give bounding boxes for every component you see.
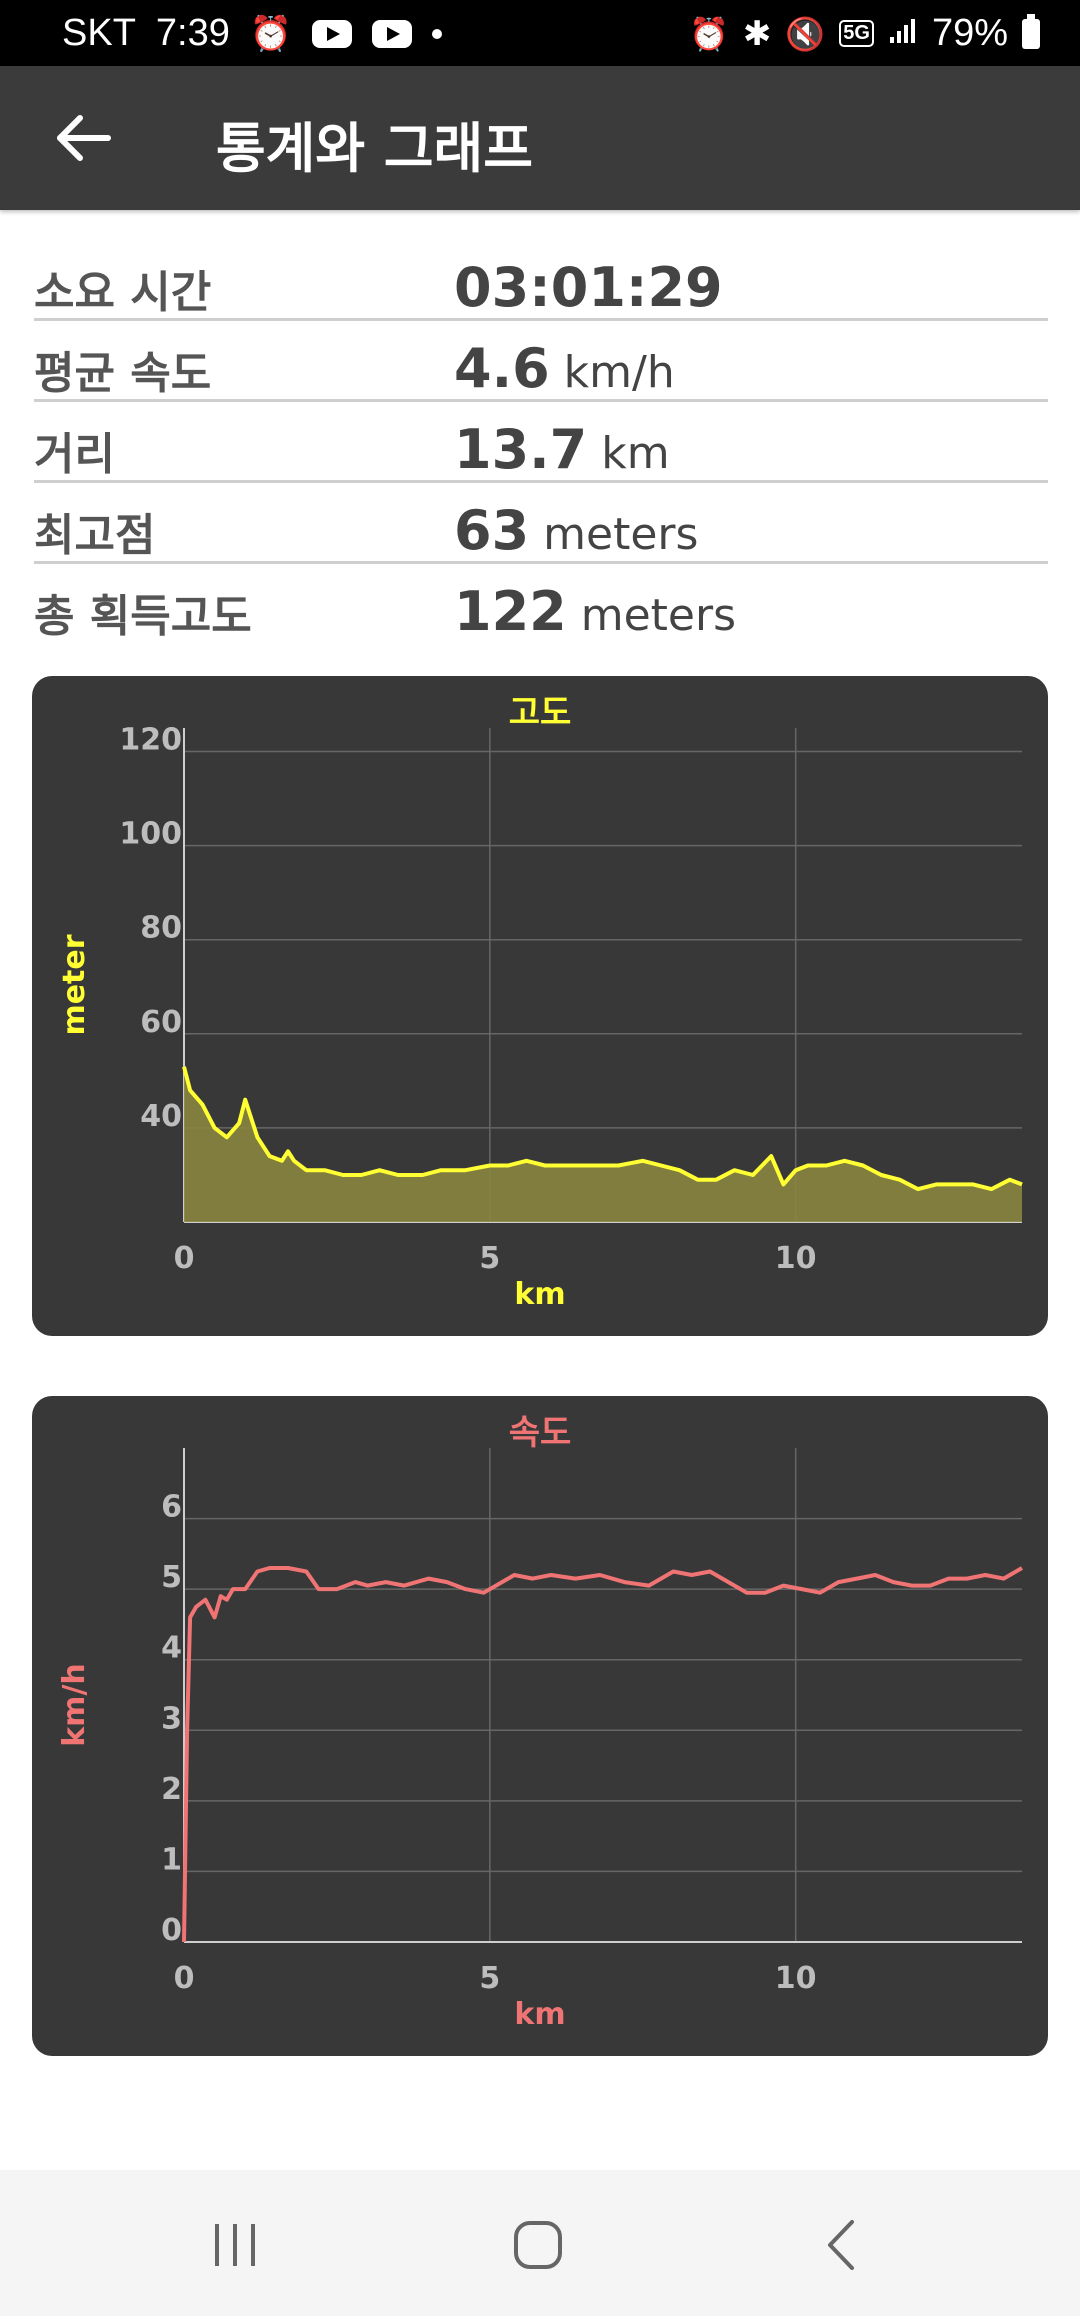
stat-value: 63 meters <box>454 499 699 562</box>
stat-row-distance: 거리 13.7 km <box>34 402 1048 483</box>
x-axis-label: km <box>514 1277 565 1312</box>
youtube-icon <box>312 19 353 48</box>
navigation-bar <box>0 2170 1080 2316</box>
stat-label: 총 획득고도 <box>34 591 252 642</box>
alarm-icon: ⏰ <box>249 14 293 53</box>
y-tick-label: 5 <box>161 1560 182 1595</box>
stat-unit: meters <box>580 590 737 641</box>
y-tick-label: 120 <box>119 723 182 758</box>
chart-title: 고도 <box>509 693 572 733</box>
clock: 7:39 <box>155 12 230 54</box>
stat-row-elevation-gain: 총 획득고도 122 meters <box>34 564 1048 645</box>
y-tick-label: 80 <box>140 911 182 946</box>
carrier-label: SKT <box>62 12 136 54</box>
recent-apps-button[interactable] <box>195 2210 275 2280</box>
alarm-status-icon: ⏰ <box>689 15 729 52</box>
stat-row-max-altitude: 최고점 63 meters <box>34 483 1048 564</box>
x-tick-label: 0 <box>174 1241 195 1276</box>
altitude-series-line <box>182 1066 1023 1192</box>
stat-label: 최고점 <box>34 510 156 561</box>
battery-percent: 79% <box>931 12 1008 54</box>
notification-dot-icon <box>432 28 443 39</box>
stat-label: 소요 시간 <box>34 267 212 318</box>
x-tick-label: 5 <box>479 1961 500 1996</box>
status-bar: SKT 7:39 ⏰ ⏰ ✱ 🔇 5G 79% <box>0 0 1080 66</box>
back-nav-button[interactable] <box>800 2210 880 2280</box>
stat-value: 03:01:29 <box>454 256 723 319</box>
y-tick-label: 60 <box>140 1005 182 1040</box>
x-tick-label: 10 <box>775 1241 817 1276</box>
y-tick-label: 2 <box>161 1772 182 1807</box>
chevron-left-icon <box>828 2220 854 2270</box>
y-tick-label: 1 <box>161 1842 182 1877</box>
speed-chart-svg: 0 5 10 0 1 2 3 4 5 6 속도 km km/h <box>57 1413 1023 2032</box>
y-axis-label: km/h <box>57 1663 92 1747</box>
y-tick-label: 0 <box>161 1913 182 1948</box>
app-bar: 통계와 그래프 <box>0 66 1080 210</box>
stat-label: 거리 <box>34 429 115 480</box>
stat-row-avg-speed: 평균 속도 4.6 km/h <box>34 321 1048 402</box>
5g-icon: 5G <box>839 20 874 47</box>
altitude-chart-svg: 0 5 10 40 60 80 100 120 고도 km meter <box>57 693 1023 1312</box>
recent-apps-icon <box>215 2224 255 2266</box>
speed-chart: 0 5 10 0 1 2 3 4 5 6 속도 km km/h <box>32 1396 1048 2056</box>
y-tick-label: 3 <box>161 1701 182 1736</box>
youtube-icon-2 <box>372 19 413 48</box>
page-title: 통계와 그래프 <box>216 117 533 180</box>
arrow-left-icon <box>57 115 111 161</box>
stats-table: 소요 시간 03:01:29 평균 속도 4.6 km/h 거리 13.7 km 최… <box>34 240 1048 645</box>
stat-label: 평균 속도 <box>34 348 212 399</box>
y-tick-label: 4 <box>161 1631 182 1666</box>
altitude-area-fill <box>184 1066 1022 1222</box>
chart-title: 속도 <box>509 1413 572 1453</box>
x-tick-label: 0 <box>174 1961 195 1996</box>
back-button[interactable] <box>44 106 124 170</box>
y-tick-label: 100 <box>119 817 182 852</box>
signal-icon <box>888 12 918 55</box>
x-axis-label: km <box>514 1997 565 2032</box>
home-button[interactable] <box>498 2210 578 2280</box>
mute-icon: 🔇 <box>785 15 826 52</box>
stat-value: 13.7 km <box>454 418 670 481</box>
bluetooth-icon: ✱ <box>742 14 772 53</box>
stat-unit: km <box>601 428 670 479</box>
x-tick-label: 10 <box>775 1961 817 1996</box>
y-tick-label: 40 <box>140 1099 182 1134</box>
y-tick-label: 6 <box>161 1490 182 1525</box>
stat-unit: meters <box>543 509 699 560</box>
home-icon <box>514 2221 562 2269</box>
battery-icon <box>1022 13 1040 49</box>
stat-unit: km/h <box>563 347 675 398</box>
x-tick-label: 5 <box>479 1241 500 1276</box>
altitude-chart: 0 5 10 40 60 80 100 120 고도 km meter <box>32 676 1048 1336</box>
stat-value: 122 meters <box>454 580 737 643</box>
stat-row-duration: 소요 시간 03:01:29 <box>34 240 1048 321</box>
stat-value: 4.6 km/h <box>454 337 675 400</box>
speed-series-line <box>182 1566 1023 1943</box>
y-axis-label: meter <box>57 934 92 1035</box>
